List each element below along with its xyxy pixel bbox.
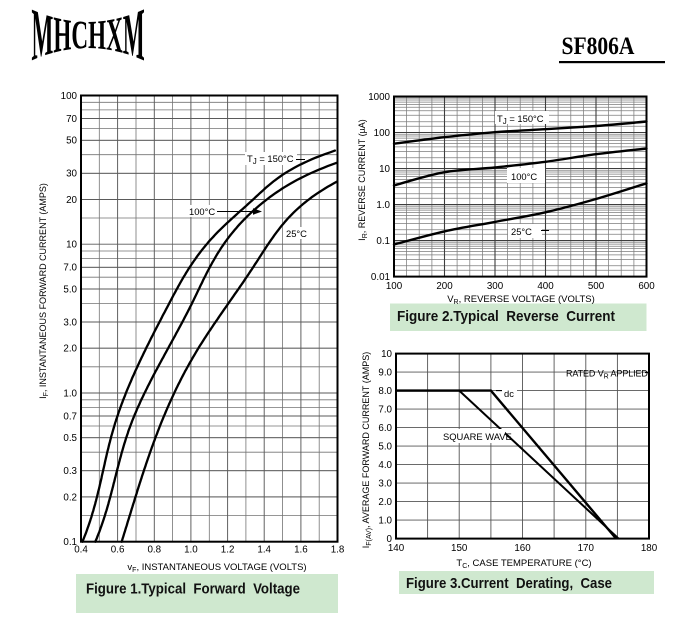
svg-text:0.6: 0.6 xyxy=(111,545,125,556)
svg-text:3.0: 3.0 xyxy=(378,479,392,490)
svg-text:100: 100 xyxy=(374,128,391,139)
svg-text:5.0: 5.0 xyxy=(378,442,392,453)
svg-text:170: 170 xyxy=(578,543,595,554)
svg-text:200: 200 xyxy=(436,281,453,292)
svg-text:TJ = 150°C: TJ = 150°C xyxy=(247,153,294,166)
svg-text:0.1: 0.1 xyxy=(376,236,390,247)
svg-text:0.1: 0.1 xyxy=(63,537,77,548)
svg-text:0.4: 0.4 xyxy=(74,545,88,556)
svg-text:600: 600 xyxy=(638,281,655,292)
svg-text:6.0: 6.0 xyxy=(378,423,392,434)
svg-text:0.8: 0.8 xyxy=(147,545,161,556)
svg-text:9.0: 9.0 xyxy=(378,368,392,379)
svg-text:0.01: 0.01 xyxy=(371,272,390,283)
svg-text:2.0: 2.0 xyxy=(63,344,77,355)
svg-text:0.2: 0.2 xyxy=(63,492,77,503)
svg-text:100: 100 xyxy=(386,281,403,292)
svg-text:1.8: 1.8 xyxy=(331,545,345,556)
svg-text:Figure 2.Typical Reverse Cur: Figure 2.Typical Reverse Current xyxy=(397,309,615,325)
svg-text:dc: dc xyxy=(504,388,514,399)
svg-text:SF806A: SF806A xyxy=(562,31,635,60)
svg-text:30: 30 xyxy=(66,169,77,180)
svg-text:50: 50 xyxy=(66,136,77,147)
svg-text:1000: 1000 xyxy=(368,92,390,103)
svg-text:TJ = 150°C: TJ = 150°C xyxy=(497,113,544,126)
svg-text:0: 0 xyxy=(387,534,393,545)
svg-text:8.0: 8.0 xyxy=(378,386,392,397)
svg-text:100: 100 xyxy=(61,91,78,102)
svg-text:VR, REVERSE VOLTAGE (VOLTS): VR, REVERSE VOLTAGE (VOLTS) xyxy=(447,294,595,306)
svg-text:RATED VR APPLIED: RATED VR APPLIED xyxy=(566,369,648,381)
svg-text:300: 300 xyxy=(487,281,504,292)
svg-text:TC, CASE TEMPERATURE (°C): TC, CASE TEMPERATURE (°C) xyxy=(456,558,591,570)
svg-text:vF, INSTANTANEOUS VOLTAGE (VOL: vF, INSTANTANEOUS VOLTAGE (VOLTS) xyxy=(127,562,306,574)
svg-text:0.7: 0.7 xyxy=(63,411,77,422)
svg-text:1.4: 1.4 xyxy=(257,545,271,556)
svg-text:0.5: 0.5 xyxy=(63,433,77,444)
svg-text:7.0: 7.0 xyxy=(63,263,77,274)
svg-text:IF(AV), AVERAGE FORWARD CURREN: IF(AV), AVERAGE FORWARD CURRENT (AMPS) xyxy=(361,352,373,548)
svg-text:SQUARE WAVE: SQUARE WAVE xyxy=(443,431,512,442)
svg-text:1.0: 1.0 xyxy=(376,200,390,211)
svg-text:1.0: 1.0 xyxy=(378,516,392,527)
svg-text:1.0: 1.0 xyxy=(184,545,198,556)
svg-text:0.3: 0.3 xyxy=(63,466,77,477)
svg-text:10: 10 xyxy=(381,349,392,360)
svg-text:Figure 1.Typical Forward Vol: Figure 1.Typical Forward Voltage xyxy=(86,582,300,598)
svg-text:7.0: 7.0 xyxy=(378,405,392,416)
svg-text:3.0: 3.0 xyxy=(63,317,77,328)
svg-text:140: 140 xyxy=(388,543,405,554)
svg-text:100°C: 100°C xyxy=(511,171,537,182)
svg-text:400: 400 xyxy=(537,281,554,292)
svg-text:4.0: 4.0 xyxy=(378,460,392,471)
svg-text:IF, INSTANTANEOUS FORWARD CURR: IF, INSTANTANEOUS FORWARD CURRENT (AMPS) xyxy=(38,183,50,399)
svg-text:10: 10 xyxy=(66,240,77,251)
svg-text:1.6: 1.6 xyxy=(294,545,308,556)
svg-text:100°C: 100°C xyxy=(189,206,215,217)
svg-text:10: 10 xyxy=(379,164,390,175)
svg-text:Figure 3.Current Derating, C: Figure 3.Current Derating, Case xyxy=(406,576,612,592)
svg-text:70: 70 xyxy=(66,114,77,125)
svg-text:2.0: 2.0 xyxy=(378,497,392,508)
svg-text:IR, REVERSE CURRENT (µA): IR, REVERSE CURRENT (µA) xyxy=(357,119,369,241)
svg-text:1.2: 1.2 xyxy=(221,545,235,556)
svg-text:150: 150 xyxy=(451,543,468,554)
svg-text:25°C: 25°C xyxy=(511,226,532,237)
svg-text:1.0: 1.0 xyxy=(63,388,77,399)
svg-text:160: 160 xyxy=(514,543,531,554)
svg-text:25°C: 25°C xyxy=(286,228,307,239)
svg-text:20: 20 xyxy=(66,195,77,206)
svg-text:500: 500 xyxy=(588,281,605,292)
svg-text:5.0: 5.0 xyxy=(63,284,77,295)
svg-text:180: 180 xyxy=(641,543,658,554)
